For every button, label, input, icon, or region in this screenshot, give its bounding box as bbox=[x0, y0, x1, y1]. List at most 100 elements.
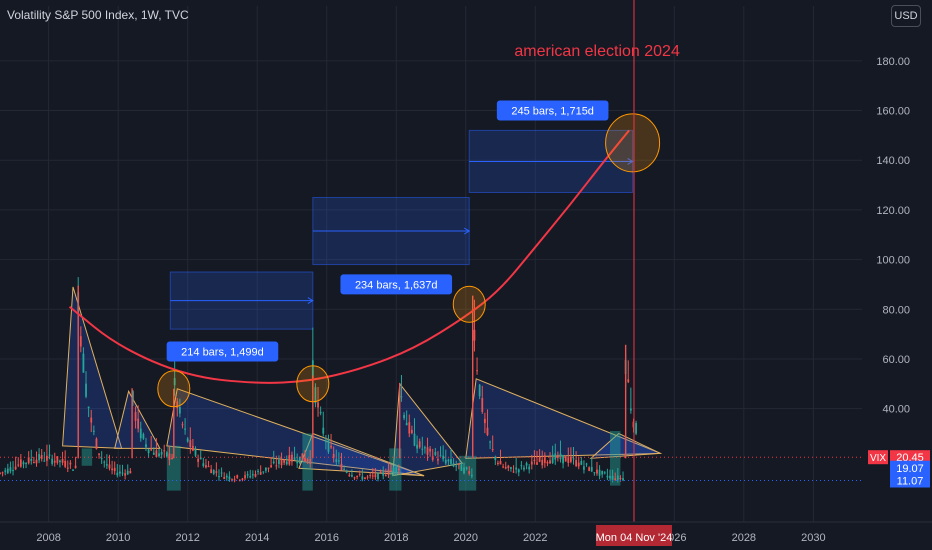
candle-body bbox=[194, 449, 197, 456]
highlight-circle[interactable] bbox=[605, 113, 661, 173]
candle-body bbox=[100, 457, 103, 459]
candle-body bbox=[124, 473, 127, 476]
candle-body bbox=[543, 455, 546, 463]
x-tick-label: 2016 bbox=[314, 532, 338, 544]
candle-body bbox=[1, 472, 4, 474]
election-annotation: american election 2024 bbox=[514, 43, 680, 60]
candle-body bbox=[145, 444, 147, 448]
candle-body bbox=[364, 477, 366, 480]
currency-button[interactable]: USD bbox=[891, 5, 921, 27]
candle-body bbox=[288, 455, 291, 465]
vix-tag: VIX bbox=[870, 453, 886, 464]
candle-body bbox=[588, 467, 591, 471]
candle-body bbox=[158, 453, 160, 457]
candle-body bbox=[184, 428, 186, 430]
candle-body bbox=[369, 475, 372, 477]
candle-body bbox=[538, 457, 541, 462]
candle-body bbox=[14, 466, 17, 470]
y-tick-label: 180.00 bbox=[876, 56, 910, 68]
candle-body bbox=[324, 440, 327, 443]
trend-curve[interactable] bbox=[68, 129, 630, 384]
candle-body bbox=[6, 468, 9, 474]
y-tick-label: 40.00 bbox=[882, 404, 910, 416]
candle-body bbox=[635, 423, 637, 434]
candle-body bbox=[437, 459, 439, 461]
candle-body bbox=[356, 476, 359, 478]
candle-body bbox=[319, 411, 322, 414]
candle-body bbox=[515, 467, 518, 470]
candle-body bbox=[9, 467, 12, 472]
candle-body bbox=[593, 472, 596, 474]
candle-body bbox=[452, 463, 455, 467]
x-tick-label: 2010 bbox=[106, 532, 130, 544]
candle-body bbox=[142, 434, 145, 439]
candle-body bbox=[192, 445, 194, 451]
price-axis[interactable]: 180.00 160.00 140.00 120.00 100.00 80.00 60.00… bbox=[862, 0, 932, 550]
drawing-shapes[interactable] bbox=[62, 129, 663, 491]
candle-body bbox=[264, 467, 267, 471]
candle-body bbox=[405, 423, 408, 426]
y-tick-label: 160.00 bbox=[876, 106, 910, 118]
y-tick-label: 60.00 bbox=[882, 354, 910, 366]
candle-body bbox=[171, 457, 173, 459]
candle-body bbox=[619, 477, 622, 479]
measure-label: 234 bars, 1,637d bbox=[355, 279, 438, 291]
highlight-circle[interactable] bbox=[157, 370, 191, 408]
candle-body bbox=[137, 418, 140, 429]
candle-body bbox=[473, 329, 476, 341]
candle-body bbox=[228, 476, 231, 480]
triangle-pattern[interactable] bbox=[392, 382, 464, 477]
candle-body bbox=[147, 449, 150, 454]
candle-body bbox=[371, 475, 374, 477]
candle-body bbox=[272, 461, 275, 464]
measure-arrow-head bbox=[627, 158, 634, 165]
candle-body bbox=[583, 466, 585, 470]
candle-body bbox=[259, 472, 262, 475]
candle-body bbox=[152, 452, 155, 455]
candle-body bbox=[554, 453, 557, 460]
candle-body bbox=[317, 402, 319, 408]
candle-body bbox=[530, 461, 533, 465]
candle-body bbox=[87, 406, 90, 408]
candle-body bbox=[567, 457, 570, 463]
candle-body bbox=[17, 464, 20, 466]
highlight-circle[interactable] bbox=[452, 285, 486, 323]
candle-body bbox=[121, 472, 124, 474]
candle-body bbox=[270, 465, 273, 468]
highlight-circle[interactable] bbox=[296, 365, 330, 403]
candle-body bbox=[207, 466, 210, 468]
candle-body bbox=[523, 467, 525, 470]
price-tag: 11.07 bbox=[897, 475, 924, 487]
candle-body bbox=[173, 378, 176, 386]
triangle-pattern[interactable] bbox=[166, 388, 425, 477]
candle-body bbox=[69, 462, 72, 465]
candle-body bbox=[254, 474, 257, 477]
time-axis[interactable]: 2008 2010 2012 2014 2016 2018 2020 2022 2026 2028… bbox=[0, 521, 932, 546]
triangle-pattern[interactable] bbox=[298, 432, 425, 477]
candle-body bbox=[257, 470, 259, 472]
drawing-overlays[interactable]: 214 bars, 1,499d 234 bars, 1,637d 245 bars… bbox=[0, 0, 862, 522]
candle-body bbox=[293, 457, 296, 460]
candle-body bbox=[181, 424, 184, 426]
triangle-pattern[interactable] bbox=[62, 286, 123, 449]
candle-body bbox=[132, 391, 134, 401]
candle-body bbox=[374, 474, 377, 478]
candle-body bbox=[241, 478, 244, 480]
candle-body bbox=[12, 470, 14, 472]
candle-body bbox=[392, 467, 395, 473]
candle-body bbox=[210, 469, 213, 474]
candle-body bbox=[622, 478, 624, 481]
candle-body bbox=[46, 455, 48, 461]
candle-body bbox=[311, 360, 314, 378]
candle-body bbox=[491, 449, 494, 451]
candle-body bbox=[426, 447, 429, 455]
candle-body bbox=[447, 459, 450, 462]
candle-body bbox=[510, 467, 512, 469]
candle-body bbox=[632, 421, 635, 428]
candle-body bbox=[275, 465, 278, 467]
candle-body bbox=[481, 397, 484, 412]
candle-body bbox=[59, 460, 61, 462]
candle-body bbox=[585, 463, 588, 465]
candle-body bbox=[38, 454, 41, 461]
